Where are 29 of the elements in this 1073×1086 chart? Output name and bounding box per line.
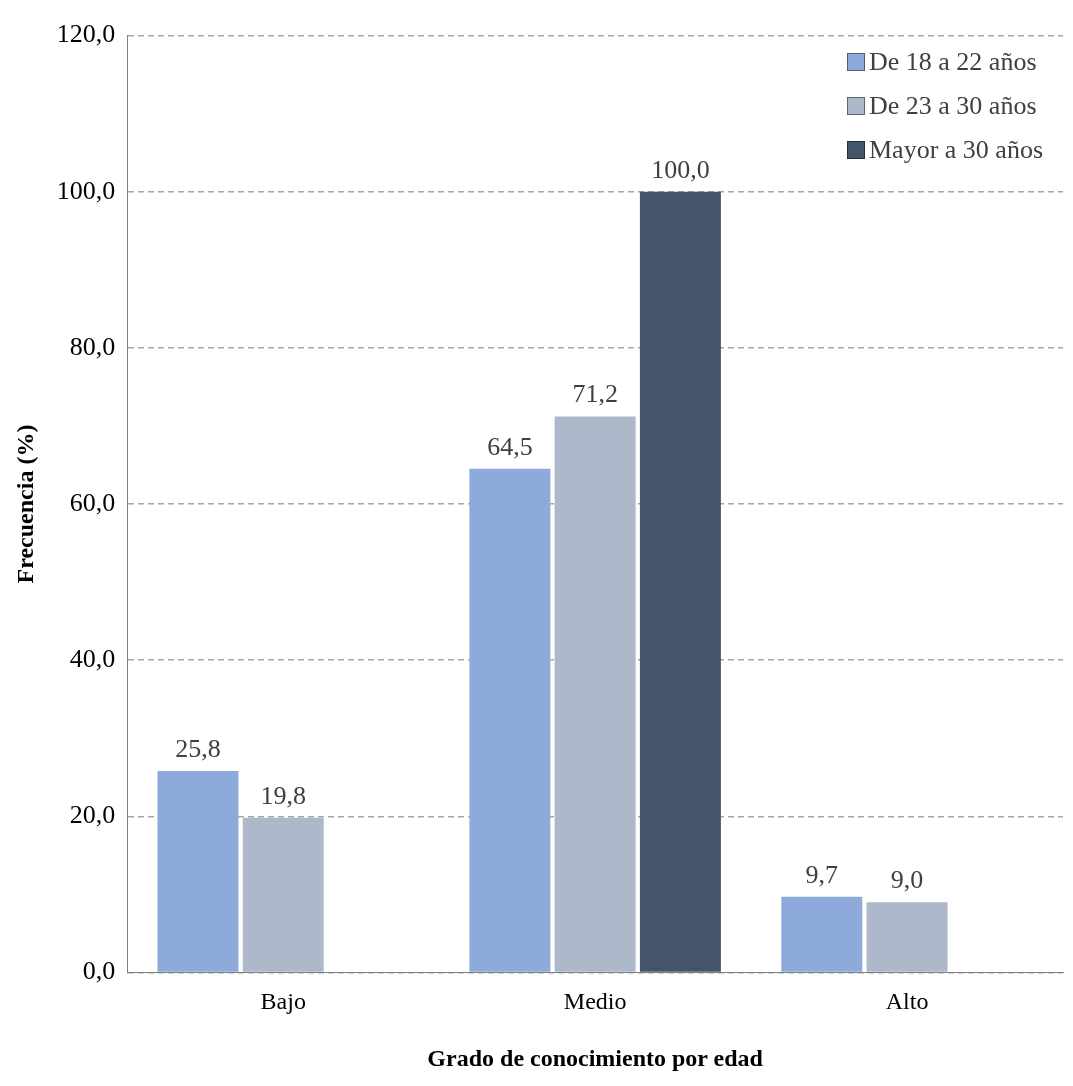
bar	[554, 416, 636, 972]
legend-label: De 18 a 22 años	[868, 46, 1037, 77]
data-label: 25,8	[175, 733, 221, 763]
y-tick-label: 0,0	[82, 956, 116, 986]
x-axis-title: Grado de conocimiento por edad	[427, 1044, 764, 1071]
data-label: 100,0	[651, 154, 710, 184]
data-label: 9,0	[890, 864, 924, 894]
bar	[469, 468, 551, 972]
bar	[242, 817, 324, 972]
legend-label: De 23 a 30 años	[868, 90, 1037, 121]
legend-label: Mayor a 30 años	[868, 134, 1043, 165]
data-label: 9,7	[805, 859, 839, 889]
data-label: 64,5	[487, 431, 533, 461]
x-tick-label: Alto	[885, 988, 929, 1015]
x-tick-label: Medio	[563, 988, 627, 1015]
data-label: 71,2	[572, 379, 618, 409]
y-tick-label: 80,0	[69, 331, 116, 361]
y-tick-label: 40,0	[69, 643, 116, 673]
bar	[157, 770, 239, 972]
y-tick-label: 120,0	[56, 19, 116, 49]
x-tick-label: Bajo	[260, 988, 306, 1015]
bar	[866, 902, 948, 972]
y-tick-label: 60,0	[69, 487, 116, 517]
y-tick-label: 100,0	[56, 175, 116, 205]
bar	[639, 191, 721, 972]
data-label: 19,8	[260, 780, 306, 810]
y-tick-label: 20,0	[69, 800, 116, 830]
bar	[781, 896, 863, 972]
y-axis-title: Frecuencia (%)	[11, 424, 38, 584]
